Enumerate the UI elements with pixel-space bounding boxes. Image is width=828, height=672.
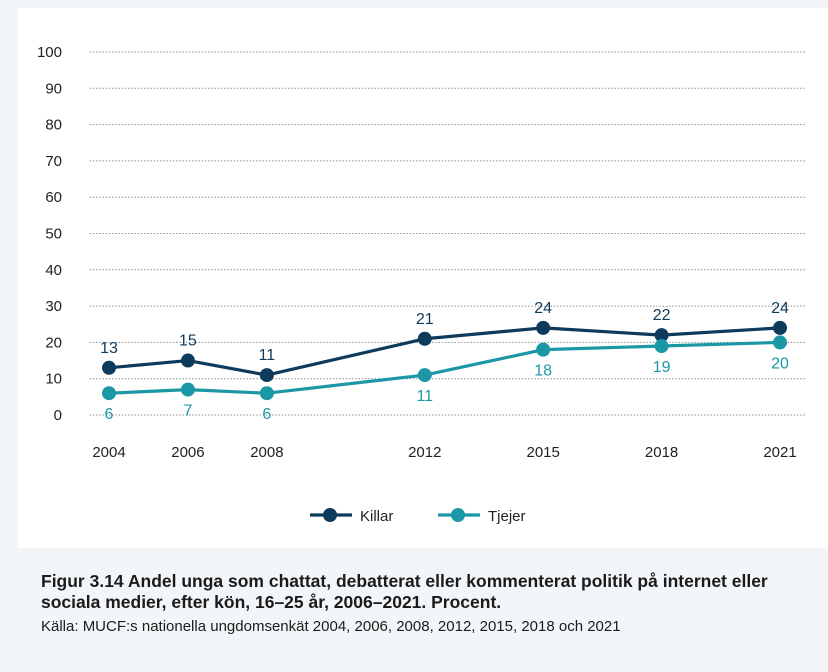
data-point-killar bbox=[102, 360, 116, 375]
line-chart: 0 10 20 30 40 50 60 70 80 90 100 2004 2006 2008 2012 20… bbox=[37, 44, 806, 525]
legend-label-killar: Killar bbox=[360, 508, 393, 525]
data-point-tjejer bbox=[102, 386, 116, 401]
data-label-tjejer: 11 bbox=[416, 388, 433, 405]
y-tick-label: 20 bbox=[45, 334, 62, 351]
data-point-killar bbox=[417, 331, 432, 346]
data-label-tjejer: 19 bbox=[653, 359, 671, 376]
y-tick-label: 90 bbox=[45, 80, 62, 97]
x-tick-label: 2004 bbox=[92, 444, 125, 461]
legend-marker-tjejer bbox=[451, 508, 465, 522]
y-tick-label: 80 bbox=[45, 117, 62, 134]
data-point-tjejer bbox=[536, 342, 551, 357]
caption-source: Källa: MUCF:s nationella ungdomsenkät 20… bbox=[41, 618, 621, 635]
data-label-killar: 24 bbox=[534, 300, 552, 317]
y-tick-label: 100 bbox=[37, 44, 62, 61]
data-point-tjejer bbox=[654, 339, 669, 354]
x-tick-label: 2015 bbox=[526, 444, 559, 461]
data-point-killar bbox=[773, 320, 787, 335]
data-label-tjejer: 7 bbox=[183, 403, 192, 420]
data-point-killar bbox=[259, 368, 274, 383]
chart-area: 0 10 20 30 40 50 60 70 80 90 100 2004 2006 2008 2012 20… bbox=[18, 8, 828, 548]
legend-marker-killar bbox=[323, 508, 337, 522]
y-tick-label: 70 bbox=[45, 153, 62, 170]
y-tick-label: 60 bbox=[45, 189, 62, 206]
data-point-tjejer bbox=[180, 382, 195, 397]
data-point-killar bbox=[180, 353, 195, 368]
x-tick-label: 2008 bbox=[250, 444, 283, 461]
y-tick-label: 50 bbox=[45, 226, 62, 243]
legend-label-tjejer: Tjejer bbox=[488, 508, 526, 525]
data-point-killar bbox=[536, 320, 551, 335]
data-label-killar: 13 bbox=[100, 340, 118, 357]
x-tick-label: 2012 bbox=[408, 444, 441, 461]
data-label-killar: 11 bbox=[259, 347, 276, 364]
x-tick-label: 2018 bbox=[645, 444, 678, 461]
data-label-killar: 21 bbox=[416, 311, 434, 328]
y-tick-label: 40 bbox=[45, 262, 62, 279]
series-line-tjejer bbox=[108, 340, 781, 395]
y-tick-label: 0 bbox=[54, 407, 62, 424]
x-tick-label: 2006 bbox=[171, 444, 204, 461]
data-label-tjejer: 6 bbox=[105, 406, 114, 423]
y-tick-label: 10 bbox=[45, 371, 62, 388]
series-line-killar bbox=[108, 326, 781, 377]
data-point-tjejer bbox=[417, 368, 432, 383]
data-label-tjejer: 18 bbox=[534, 363, 552, 380]
data-label-killar: 24 bbox=[771, 300, 789, 317]
data-label-tjejer: 6 bbox=[262, 406, 271, 423]
data-point-killar bbox=[654, 328, 669, 343]
data-point-tjejer bbox=[773, 335, 787, 350]
data-label-tjejer: 20 bbox=[771, 355, 789, 372]
figure-caption: Figur 3.14 Andel unga som chattat, debat… bbox=[41, 571, 811, 635]
data-point-tjejer bbox=[259, 386, 274, 401]
data-label-killar: 15 bbox=[179, 333, 197, 350]
y-tick-label: 30 bbox=[45, 298, 62, 315]
data-label-killar: 22 bbox=[653, 307, 671, 324]
caption-title: Figur 3.14 Andel unga som chattat, debat… bbox=[41, 571, 768, 612]
x-tick-label: 2021 bbox=[763, 444, 796, 461]
